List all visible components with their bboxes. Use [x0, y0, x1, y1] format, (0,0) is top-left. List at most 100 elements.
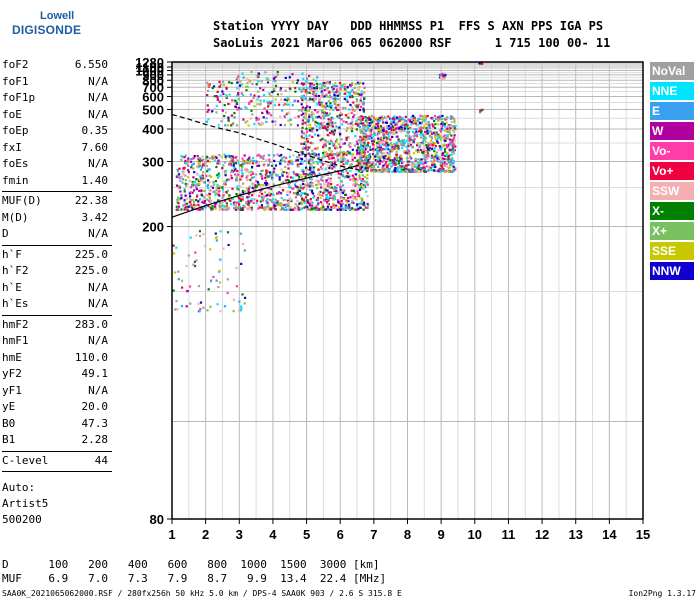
echo-point	[298, 87, 301, 90]
echo-point	[373, 131, 376, 134]
echo-point	[327, 114, 330, 117]
echo-point	[313, 154, 316, 157]
echo-point	[303, 185, 306, 189]
echo-point	[318, 156, 321, 159]
echo-point	[205, 174, 208, 177]
echo-point	[326, 86, 329, 89]
echo-point	[201, 174, 204, 177]
echo-point	[265, 120, 268, 124]
echo-point	[433, 155, 436, 158]
echo-point	[211, 186, 214, 189]
echo-point	[336, 154, 339, 157]
echo-point	[401, 170, 404, 173]
echo-point	[351, 200, 354, 203]
echo-point	[399, 130, 402, 133]
echo-point	[250, 206, 254, 209]
echo-point	[341, 160, 344, 163]
echo-point	[352, 101, 355, 104]
echo-point	[280, 156, 284, 159]
echo-point	[366, 144, 369, 147]
echo-point	[301, 200, 305, 203]
echo-point	[296, 81, 299, 85]
echo-point	[314, 207, 317, 210]
echo-point	[240, 262, 243, 265]
echo-point	[369, 169, 373, 172]
echo-point	[451, 144, 454, 147]
echo-point	[419, 126, 422, 129]
echo-point	[302, 94, 305, 97]
echo-point	[351, 121, 354, 124]
echo-point	[433, 159, 436, 162]
echo-point	[298, 193, 301, 197]
echo-point	[360, 101, 363, 104]
echo-point	[233, 112, 236, 115]
echo-point	[257, 164, 261, 167]
echo-point	[289, 208, 292, 211]
echo-point	[324, 188, 327, 191]
echo-point	[365, 117, 368, 120]
echo-point	[340, 138, 343, 141]
echo-point	[371, 143, 374, 146]
echo-point	[446, 151, 449, 154]
echo-point	[351, 174, 354, 177]
echo-point	[239, 192, 242, 196]
echo-point	[316, 76, 319, 79]
echo-point	[248, 79, 251, 82]
echo-point	[301, 162, 304, 165]
echo-point	[238, 203, 241, 206]
echo-point	[393, 115, 396, 118]
echo-point	[407, 130, 411, 133]
echo-point	[308, 158, 311, 161]
echo-point	[248, 101, 251, 104]
echo-point	[310, 85, 313, 88]
echo-point	[303, 121, 306, 124]
echo-point	[426, 145, 429, 148]
echo-point	[372, 116, 375, 119]
echo-point	[240, 83, 243, 86]
echo-point	[296, 199, 299, 203]
echo-point	[361, 174, 364, 177]
echo-point	[263, 107, 266, 110]
param-name: fmin	[2, 173, 29, 187]
echo-point	[360, 180, 363, 183]
echo-point	[262, 88, 265, 91]
echo-point	[438, 167, 442, 170]
echo-point	[298, 177, 301, 180]
echo-point	[176, 175, 180, 178]
echo-point	[364, 139, 367, 142]
echo-point	[320, 87, 323, 90]
echo-point	[364, 180, 367, 183]
param-row: fmin 1.40	[2, 173, 108, 190]
echo-point	[221, 186, 224, 189]
echo-point	[405, 157, 409, 160]
echo-point	[362, 145, 365, 148]
echo-point	[364, 135, 367, 139]
echo-point	[343, 166, 346, 169]
echo-point	[353, 109, 356, 112]
echo-point	[310, 164, 313, 167]
echo-point	[367, 204, 370, 207]
echo-point	[302, 86, 305, 89]
echo-point	[230, 124, 233, 127]
echo-point	[327, 121, 331, 124]
echo-point	[410, 163, 413, 166]
echo-point	[395, 141, 399, 144]
echo-point	[204, 206, 207, 209]
echo-point	[333, 93, 336, 97]
echo-point	[408, 150, 411, 153]
echo-point	[360, 122, 363, 125]
echo-point	[363, 126, 366, 129]
echo-point	[434, 147, 437, 150]
echo-point	[265, 182, 268, 185]
echo-point	[323, 121, 326, 124]
echo-point	[251, 82, 254, 85]
echo-point	[342, 184, 345, 187]
echo-point	[197, 302, 200, 305]
echo-point	[439, 118, 442, 121]
echo-point	[305, 86, 308, 90]
echo-point	[293, 183, 296, 186]
echo-point	[226, 178, 229, 181]
param-row: foF2 6.550	[2, 57, 108, 74]
echo-point	[346, 159, 349, 162]
echo-point	[423, 170, 426, 173]
